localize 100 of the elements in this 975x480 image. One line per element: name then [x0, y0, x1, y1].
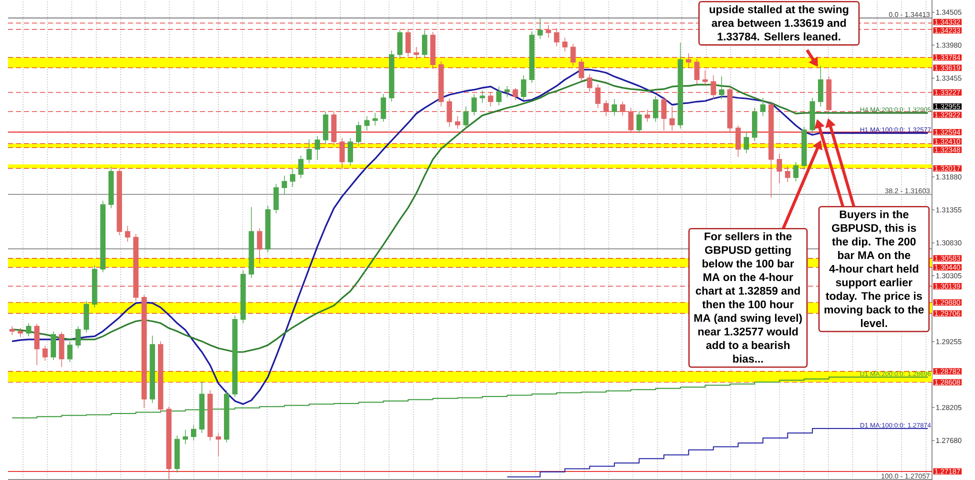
candlestick: [331, 110, 337, 146]
candlestick: [141, 294, 147, 408]
candlestick: [190, 425, 196, 441]
candlestick: [678, 42, 684, 129]
candlestick: [801, 126, 807, 170]
candlestick: [760, 98, 766, 116]
candlestick: [306, 138, 312, 164]
candlestick: [612, 98, 618, 116]
candlestick: [488, 92, 494, 108]
candlestick: [388, 50, 394, 102]
candlestick: [644, 109, 650, 122]
text: Buyers in the GBPUSD, this is the dip. The 200 bar MA on the 4-hour chart held support earlier today. The price is moving back to the level.: [824, 210, 924, 328]
candlestick: [34, 323, 40, 366]
candlestick: [793, 162, 799, 182]
candlestick: [570, 44, 576, 66]
candlestick: [372, 112, 378, 126]
annotation: upside stalled at the swing area between 1.33619 and 1.33784. Sellers leaned.: [710, 5, 848, 40]
candlestick: [752, 108, 758, 142]
candlestick: [554, 28, 560, 47]
candlestick: [686, 52, 692, 68]
candlestick: [414, 46, 420, 60]
candlestick: [207, 390, 213, 441]
candlestick: [232, 315, 238, 398]
candlestick: [282, 175, 288, 195]
candlestick: [520, 74, 526, 101]
candlestick: [652, 96, 658, 122]
candlestick: [537, 18, 543, 40]
candlestick: [240, 270, 246, 324]
candlestick: [314, 136, 320, 160]
candlestick: [339, 138, 345, 170]
candlestick: [826, 76, 832, 112]
candlestick: [364, 116, 370, 131]
candlestick: [430, 32, 436, 70]
candlestick: [18, 328, 24, 338]
candlestick: [768, 101, 774, 198]
candlestick: [620, 101, 626, 116]
candlestick: [248, 206, 254, 278]
candlestick: [100, 200, 106, 273]
candlestick: [290, 169, 296, 188]
candlestick: [124, 226, 130, 242]
candlestick: [265, 205, 271, 253]
candlestick: [92, 265, 98, 308]
candlestick: [454, 116, 460, 129]
candlestick: [818, 66, 824, 108]
candlestick: [504, 86, 510, 98]
candlestick: [586, 74, 592, 92]
candlestick: [50, 330, 56, 361]
candlestick: [166, 406, 172, 480]
candlestick: [628, 108, 634, 134]
candlestick: [471, 94, 477, 116]
candlestick: [496, 86, 502, 106]
candlestick: [182, 429, 188, 445]
candlestick: [380, 94, 386, 122]
candlestick: [727, 86, 733, 134]
candlestick: [199, 381, 205, 434]
candlestick: [356, 121, 362, 146]
candlestick: [67, 340, 73, 362]
candlestick: [562, 37, 568, 52]
candlestick: [744, 131, 750, 154]
candlestick: [42, 345, 48, 362]
candlestick: [784, 166, 790, 182]
candlestick: [694, 58, 700, 84]
candlestick: [595, 84, 601, 108]
candlestick: [116, 168, 122, 236]
text: For sellers in the GBPUSD getting below the 100 bar MA on the 4-hour chart at 1.32859 and then the 100 hour MA (and swing level) near 1.32577 would add to a bearish bias...: [694, 232, 802, 363]
candlestick: [463, 106, 469, 129]
candlestick: [133, 234, 139, 302]
candlestick: [397, 30, 403, 60]
candlestick: [224, 390, 230, 443]
candlestick: [735, 125, 741, 158]
candlestick: [216, 432, 222, 457]
candlestick: [636, 110, 642, 134]
candlestick: [422, 30, 428, 58]
candlestick: [603, 100, 609, 116]
candlestick: [810, 98, 816, 134]
candlestick: [84, 300, 90, 333]
candlestick: [546, 24, 552, 38]
candlestick: [348, 138, 354, 166]
candlestick: [298, 155, 304, 179]
candlestick: [529, 31, 535, 84]
candlestick: [158, 340, 164, 414]
candlestick: [661, 96, 667, 131]
candlestick: [26, 322, 32, 337]
candlestick: [150, 335, 156, 404]
candlestick: [322, 111, 328, 145]
candlestick: [405, 28, 411, 57]
candlestick: [776, 153, 782, 184]
candlestick: [578, 58, 584, 82]
candlestick: [438, 61, 444, 108]
candlestick: [480, 90, 486, 104]
candlestick: [669, 106, 675, 131]
candlestick: [446, 98, 452, 128]
candlestick: [512, 87, 518, 101]
candlestick: [108, 166, 114, 209]
candlestick: [58, 332, 64, 368]
candlestick: [718, 76, 724, 100]
candlestick: [710, 74, 716, 100]
candlestick: [75, 326, 81, 349]
candlestick: [273, 183, 279, 214]
candlestick: [9, 326, 15, 336]
